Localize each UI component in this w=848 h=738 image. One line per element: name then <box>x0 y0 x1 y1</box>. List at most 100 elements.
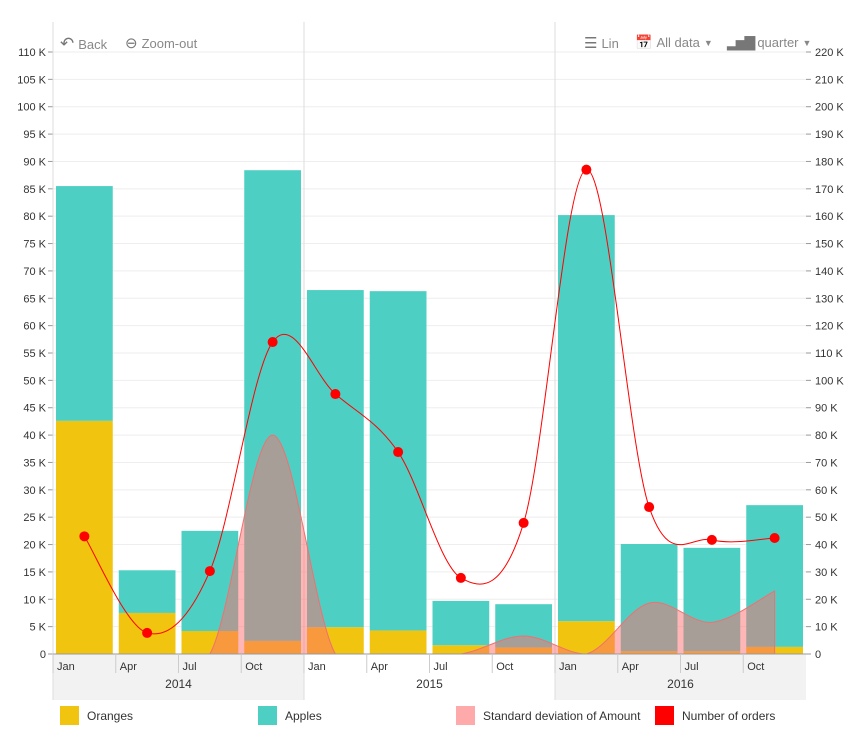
orders-point <box>79 531 90 542</box>
legend-swatch <box>60 706 79 725</box>
y-left-tick-label: 30 K <box>23 485 46 497</box>
bar-apples <box>432 600 490 646</box>
y-right-tick-label: 150 K <box>815 239 844 251</box>
zoom-out-label: Zoom-out <box>141 35 198 51</box>
y-left-tick-label: 5 K <box>29 622 46 634</box>
y-left-tick-label: 25 K <box>23 512 46 524</box>
orders-point <box>204 566 215 577</box>
list-icon: ☰ <box>584 35 598 52</box>
orders-point <box>267 337 278 348</box>
y-left-tick-label: 0 <box>40 649 46 661</box>
y-right-tick-label: 130 K <box>815 293 844 305</box>
legend-item-apples[interactable]: Apples <box>258 706 322 725</box>
y-left-tick-label: 35 K <box>23 457 46 469</box>
orders-point <box>455 572 466 583</box>
bar-oranges <box>369 630 427 654</box>
x-tick-label: Jan <box>308 661 326 673</box>
bar-apples <box>369 291 427 631</box>
y-right-tick-label: 190 K <box>815 129 844 141</box>
orders-point <box>518 517 529 528</box>
y-left-tick-label: 10 K <box>23 594 46 606</box>
x-year-label: 2014 <box>165 677 192 691</box>
orders-point <box>142 627 153 638</box>
x-tick-label: Jul <box>685 661 699 673</box>
bar-apples <box>307 290 364 628</box>
y-right-tick-label: 50 K <box>815 512 838 524</box>
y-right-tick-label: 40 K <box>815 540 838 552</box>
bar-apples <box>56 186 113 421</box>
y-left-tick-label: 65 K <box>23 293 46 305</box>
y-left-tick-label: 20 K <box>23 540 46 552</box>
legend-label: Apples <box>285 708 322 723</box>
x-tick-label: Oct <box>245 661 262 673</box>
y-left-tick-label: 40 K <box>23 430 46 442</box>
y-right-tick-label: 210 K <box>815 74 844 86</box>
x-tick-label: Apr <box>371 661 388 673</box>
y-right-tick-label: 80 K <box>815 430 838 442</box>
range-label: All data <box>656 35 700 50</box>
back-button[interactable]: ↶ Back <box>60 34 107 54</box>
calendar-icon: 📅 <box>635 34 653 50</box>
period-dropdown[interactable]: ▂▅▇ quarter ▼ <box>727 34 811 51</box>
y-right-tick-label: 90 K <box>815 403 838 415</box>
back-arrow-icon: ↶ <box>60 34 75 53</box>
orders-point <box>706 534 717 545</box>
legend-item-stddev[interactable]: Standard deviation of Amount <box>456 706 640 725</box>
bar-apples <box>118 570 176 613</box>
y-left-tick-label: 55 K <box>23 348 46 360</box>
bar-chart-icon: ▂▅▇ <box>727 34 755 50</box>
back-label: Back <box>78 36 108 52</box>
bar-oranges <box>432 645 490 654</box>
x-tick-label: Jul <box>434 661 448 673</box>
y-right-tick-label: 10 K <box>815 622 838 634</box>
legend-label: Oranges <box>87 708 134 723</box>
y-left-tick-label: 90 K <box>23 156 46 168</box>
y-right-tick-label: 180 K <box>815 156 844 168</box>
y-left-tick-label: 50 K <box>23 375 46 387</box>
bar-apples <box>558 215 615 622</box>
scale-toggle[interactable]: ☰ Lin <box>584 34 619 52</box>
y-right-tick-label: 170 K <box>815 184 844 196</box>
zoom-out-icon: ⊖ <box>125 35 138 52</box>
y-left-tick-label: 105 K <box>17 74 46 86</box>
x-tick-label: Apr <box>120 661 137 673</box>
y-left-tick-label: 80 K <box>23 211 46 223</box>
y-left-tick-label: 95 K <box>23 129 46 141</box>
orders-point <box>393 447 404 458</box>
x-tick-label: Oct <box>747 661 764 673</box>
legend-item-oranges[interactable]: Oranges <box>60 706 133 725</box>
y-right-tick-label: 140 K <box>815 266 844 278</box>
y-left-tick-label: 60 K <box>23 321 46 333</box>
y-right-tick-label: 200 K <box>815 102 844 114</box>
legend-label: Standard deviation of Amount <box>483 708 641 723</box>
x-tick-label: Oct <box>496 661 513 673</box>
legend-label: Number of orders <box>682 708 776 723</box>
zoom-out-button[interactable]: ⊖ Zoom-out <box>125 34 197 52</box>
y-right-tick-label: 0 <box>815 649 821 661</box>
caret-down-icon: ▼ <box>703 37 713 48</box>
y-left-tick-label: 45 K <box>23 403 46 415</box>
y-right-tick-label: 60 K <box>815 485 838 497</box>
y-left-tick-label: 15 K <box>23 567 46 579</box>
range-dropdown[interactable]: 📅 All data ▼ <box>635 34 713 51</box>
legend-swatch <box>258 706 277 725</box>
x-year-label: 2016 <box>667 677 694 691</box>
y-right-tick-label: 110 K <box>815 348 844 360</box>
orders-point <box>644 502 655 513</box>
y-right-tick-label: 120 K <box>815 321 844 333</box>
legend-item-orders[interactable]: Number of orders <box>655 706 775 725</box>
y-right-tick-label: 30 K <box>815 567 838 579</box>
x-tick-label: Apr <box>622 661 639 673</box>
y-left-tick-label: 100 K <box>17 102 46 114</box>
legend-swatch <box>655 706 674 725</box>
x-tick-label: Jan <box>57 661 75 673</box>
y-right-tick-label: 20 K <box>815 594 838 606</box>
orders-point <box>769 532 780 543</box>
orders-point <box>581 164 592 175</box>
scale-label: Lin <box>601 35 619 51</box>
x-tick-label: Jan <box>559 661 577 673</box>
y-right-tick-label: 70 K <box>815 457 838 469</box>
y-left-tick-label: 70 K <box>23 266 46 278</box>
